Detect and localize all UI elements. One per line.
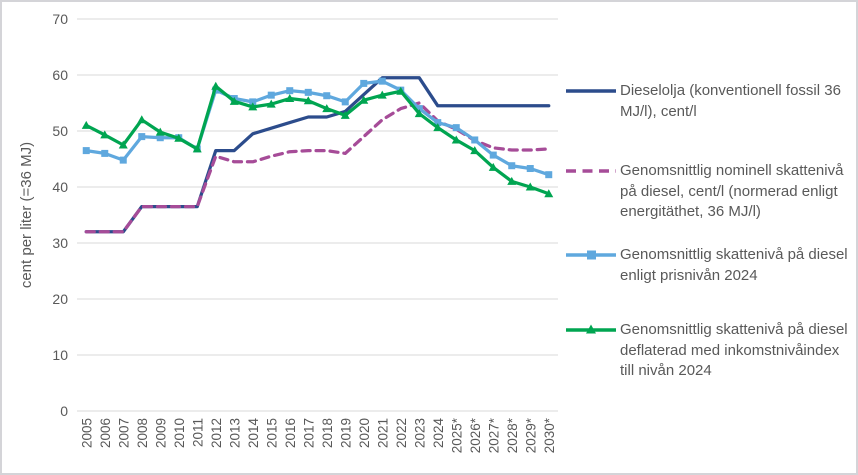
x-tick-label: 2019 xyxy=(338,418,353,448)
square-marker xyxy=(508,162,516,170)
triangle-marker xyxy=(81,120,91,129)
square-marker xyxy=(452,124,460,132)
legend-swatch-lightblue-square-line-icon xyxy=(565,247,617,263)
y-tick-label: 50 xyxy=(52,123,68,139)
square-marker xyxy=(304,88,312,96)
x-tick-label: 2023 xyxy=(412,418,427,448)
x-tick-label: 2028* xyxy=(505,417,520,453)
triangle-marker xyxy=(155,127,165,136)
legend-entry-inkomstnivaindex-2024: Genomsnittlig skattenivå på diesel defla… xyxy=(565,320,856,382)
triangle-marker xyxy=(340,110,350,119)
x-tick-label: 2026* xyxy=(468,417,483,453)
x-tick-label: 2012 xyxy=(209,418,224,448)
legend-label-prisnivan-2024: Genomsnittlig skattenivå på diesel enlig… xyxy=(620,246,848,284)
triangle-marker xyxy=(488,162,498,171)
triangle-marker xyxy=(396,86,406,95)
x-tick-label: 2008 xyxy=(135,418,150,448)
x-tick-label: 2020 xyxy=(357,418,372,448)
triangle-marker xyxy=(414,109,424,118)
legend-entry-nominell-skatteniva: Genomsnittlig nominell skattenivå på die… xyxy=(565,161,856,223)
x-tick-label: 2021 xyxy=(375,418,390,448)
legend-entry-dieselolja: Dieselolja (konventionell fossil 36 MJ/l… xyxy=(565,81,856,122)
square-marker xyxy=(489,151,497,159)
square-marker xyxy=(267,91,275,99)
triangle-marker xyxy=(174,133,184,142)
y-tick-label: 10 xyxy=(52,347,68,363)
triangle-marker xyxy=(377,90,387,99)
square-marker xyxy=(156,134,164,142)
y-tick-label: 30 xyxy=(52,235,68,251)
y-axis-title: cent per liter (=36 MJ) xyxy=(18,142,35,288)
square-marker xyxy=(249,98,257,106)
y-tick-label: 40 xyxy=(52,179,68,195)
legend-label-dieselolja: Dieselolja (konventionell fossil 36 MJ/l… xyxy=(620,82,841,120)
x-tick-label: 2027* xyxy=(486,417,501,453)
x-tick-label: 2005 xyxy=(79,418,94,448)
y-tick-label: 60 xyxy=(52,67,68,83)
x-tick-label: 2014 xyxy=(246,418,261,449)
square-marker xyxy=(82,147,90,155)
triangle-marker xyxy=(322,104,332,113)
x-tick-label: 2017 xyxy=(301,418,316,448)
legend-swatch-green-triangle-line-icon xyxy=(565,322,617,338)
x-tick-label: 2018 xyxy=(320,418,335,448)
square-marker xyxy=(360,79,368,87)
triangle-marker xyxy=(433,123,443,132)
triangle-marker xyxy=(192,144,202,153)
x-tick-label: 2024 xyxy=(431,418,446,449)
triangle-marker xyxy=(211,81,221,90)
triangle-marker xyxy=(285,94,295,103)
x-tick-label: 2022 xyxy=(394,418,409,448)
square-marker xyxy=(415,105,423,113)
x-tick-label: 2030* xyxy=(542,417,557,453)
series-line-1 xyxy=(84,101,551,234)
legend-label-nominell-skatteniva: Genomsnittlig nominell skattenivå på die… xyxy=(620,162,844,220)
x-tick-label: 2013 xyxy=(227,418,242,448)
y-tick-label: 0 xyxy=(60,403,68,419)
square-marker xyxy=(138,133,146,141)
square-marker xyxy=(286,87,294,95)
square-marker xyxy=(471,136,479,144)
triangle-marker xyxy=(137,115,147,124)
legend-entry-prisnivan-2024: Genomsnittlig skattenivå på diesel enlig… xyxy=(565,245,856,286)
triangle-marker xyxy=(266,99,276,108)
legend-swatch-navy-line-icon xyxy=(565,83,617,99)
square-marker xyxy=(378,77,386,85)
legend-swatch-purple-dashed-line-icon xyxy=(565,163,617,179)
x-tick-label: 2011 xyxy=(190,418,205,447)
triangle-marker xyxy=(507,176,517,185)
triangle-marker xyxy=(100,130,110,139)
triangle-marker xyxy=(248,102,258,111)
triangle-marker xyxy=(229,96,239,105)
triangle-marker xyxy=(470,146,480,155)
chart-svg: 0 10 20 30 40 50 60 70 cent per liter (=36 MJ) 20… xyxy=(18,11,558,453)
square-marker xyxy=(101,149,109,157)
square-marker xyxy=(341,98,349,106)
square-marker xyxy=(323,92,331,100)
legend: Dieselolja (konventionell fossil 36 MJ/l… xyxy=(565,2,856,473)
legend-label-inkomstnivaindex-2024: Genomsnittlig skattenivå på diesel defla… xyxy=(620,321,848,379)
x-tick-label: 2025* xyxy=(449,417,464,453)
triangle-marker xyxy=(118,140,128,149)
square-marker xyxy=(434,119,442,127)
square-marker xyxy=(545,171,553,179)
x-tick-label: 2006 xyxy=(98,418,113,448)
x-tick-label: 2016 xyxy=(283,418,298,448)
square-marker xyxy=(119,156,127,164)
series-line-3 xyxy=(84,84,551,196)
triangle-marker xyxy=(451,135,461,144)
triangle-marker xyxy=(359,95,369,104)
y-tick-label: 20 xyxy=(52,291,68,307)
square-marker xyxy=(526,165,534,173)
x-tick-label: 2029* xyxy=(523,417,538,453)
x-tick-label: 2007 xyxy=(116,418,131,448)
x-tick-label: 2015 xyxy=(264,418,279,448)
triangle-marker xyxy=(544,189,554,198)
triangle-marker xyxy=(525,182,535,191)
triangle-marker xyxy=(303,96,313,105)
y-tick-label: 70 xyxy=(52,11,68,27)
x-tick-label: 2009 xyxy=(153,418,168,448)
x-tick-label: 2010 xyxy=(172,418,187,448)
